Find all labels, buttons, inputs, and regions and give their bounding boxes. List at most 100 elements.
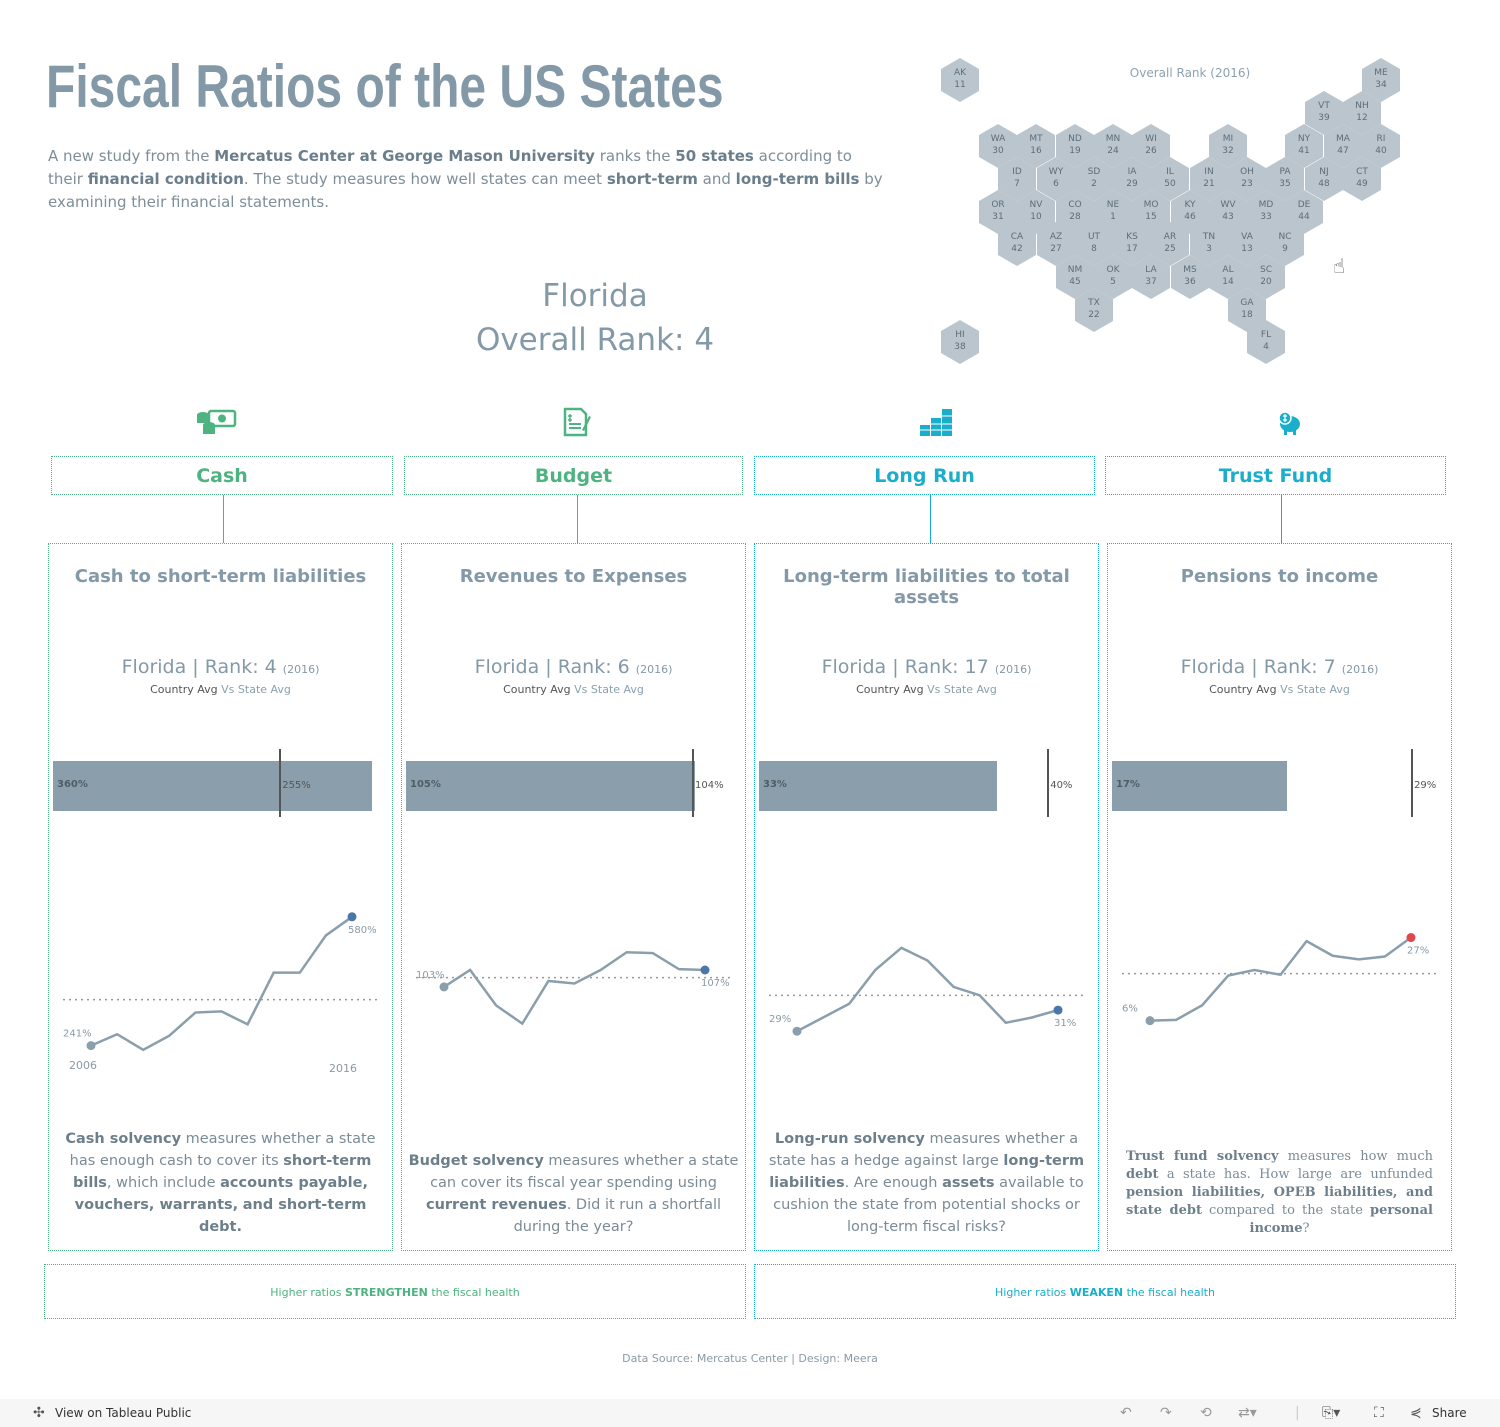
state-abbr: MT	[1029, 134, 1043, 144]
state-hex-hi[interactable]: HI 38	[941, 320, 979, 364]
state-hex-wi[interactable]: WI 26	[1132, 124, 1170, 168]
state-hex-ut[interactable]: UT 8	[1075, 222, 1113, 266]
category-tab-budget[interactable]: Budget	[404, 456, 743, 495]
start-point[interactable]	[86, 1041, 96, 1051]
download-icon[interactable]: ⎘▾	[1322, 1405, 1341, 1421]
bullet-chart: 17% 29%	[1112, 749, 1447, 819]
state-hex-vt[interactable]: VT 39	[1305, 91, 1343, 135]
state-hex-ar[interactable]: AR 25	[1151, 222, 1189, 266]
bullet-chart: 33% 40%	[759, 749, 1094, 819]
state-hex-ny[interactable]: NY 41	[1285, 124, 1323, 168]
state-value-bar[interactable]	[406, 761, 695, 811]
state-hex-in[interactable]: IN 21	[1190, 157, 1228, 201]
end-point[interactable]	[1406, 933, 1416, 943]
state-hex-ct[interactable]: CT 49	[1343, 157, 1381, 201]
state-rank: 36	[1184, 277, 1196, 287]
end-year-label: 2016	[329, 1062, 357, 1075]
panel-title: Long-term liabilities to total assets	[783, 566, 1070, 608]
revert-icon[interactable]: ⟲	[1200, 1405, 1212, 1421]
state-hex-mi[interactable]: MI 32	[1209, 124, 1247, 168]
end-point[interactable]	[347, 912, 357, 922]
category-tab-cash[interactable]: Cash	[51, 456, 393, 495]
state-hex-il[interactable]: IL 50	[1151, 157, 1189, 201]
end-point[interactable]	[700, 965, 710, 975]
state-hex-mo[interactable]: MO 15	[1132, 190, 1170, 234]
share-icon[interactable]: ⋞	[1410, 1405, 1422, 1421]
state-hex-az[interactable]: AZ 27	[1037, 222, 1075, 266]
state-hex-la[interactable]: LA 37	[1132, 255, 1170, 299]
state-hex-nc[interactable]: NC 9	[1266, 222, 1304, 266]
undo-icon[interactable]: ↶	[1120, 1405, 1132, 1421]
redo-icon[interactable]: ↷	[1160, 1405, 1172, 1421]
state-hex-ok[interactable]: OK 5	[1094, 255, 1132, 299]
state-abbr: OK	[1106, 265, 1120, 275]
state-value-bar[interactable]	[53, 761, 373, 811]
state-abbr: MA	[1336, 134, 1350, 144]
state-rank: 5	[1110, 277, 1116, 287]
state-value-bar[interactable]	[759, 761, 997, 811]
category-tab-longrun[interactable]: Long Run	[754, 456, 1095, 495]
tableau-logo-icon[interactable]: ✣	[33, 1405, 45, 1421]
start-point[interactable]	[1145, 1016, 1155, 1026]
state-abbr: CA	[1010, 232, 1024, 242]
state-hex-tn[interactable]: TN 3	[1190, 222, 1228, 266]
state-rank: 38	[954, 342, 966, 352]
state-hex-tx[interactable]: TX 22	[1075, 288, 1113, 332]
dashboard-title: Fiscal Ratios of the US States	[46, 53, 724, 120]
toolbar-divider: |	[1295, 1405, 1300, 1421]
state-value-bar[interactable]	[1112, 761, 1288, 811]
piggy-bank-icon	[1267, 404, 1311, 440]
state-hex-wy[interactable]: WY 6	[1037, 157, 1075, 201]
state-hex-ms[interactable]: MS 36	[1171, 255, 1209, 299]
start-point[interactable]	[439, 982, 449, 992]
state-avg-label: Vs State Avg	[574, 683, 644, 696]
state-abbr: ME	[1374, 68, 1388, 78]
state-hex-ri[interactable]: RI 40	[1362, 124, 1400, 168]
state-hex-va[interactable]: VA 13	[1228, 222, 1266, 266]
state-rank: 13	[1241, 244, 1253, 254]
state-hex-nh[interactable]: NH 12	[1343, 91, 1381, 135]
category-tab-trust[interactable]: Trust Fund	[1105, 456, 1446, 495]
weaken-note: Higher ratios WEAKEN the fiscal health	[754, 1264, 1456, 1319]
state-hex-nd[interactable]: ND 19	[1056, 124, 1094, 168]
country-avg-label-value: 255%	[282, 780, 311, 791]
state-hex-oh[interactable]: OH 23	[1228, 157, 1266, 201]
start-point[interactable]	[792, 1026, 802, 1036]
view-on-tableau-link[interactable]: View on Tableau Public	[55, 1406, 192, 1420]
state-hex-fl[interactable]: FL 4	[1247, 320, 1285, 364]
state-rank-line: Florida | Rank: 17 (2016)	[821, 656, 1032, 678]
state-avg-label: Vs State Avg	[927, 683, 997, 696]
state-hex-ak[interactable]: AK 11	[941, 58, 979, 102]
state-hex-al[interactable]: AL 14	[1209, 255, 1247, 299]
state-rank: 49	[1356, 179, 1368, 189]
fullscreen-icon[interactable]: ⛶	[1374, 1405, 1384, 1421]
state-hex-ma[interactable]: MA 47	[1324, 124, 1362, 168]
trend-line-chart: 103% 107%	[416, 951, 734, 1026]
state-hex-ks[interactable]: KS 17	[1113, 222, 1151, 266]
state-hex-pa[interactable]: PA 35	[1266, 157, 1304, 201]
state-hex-nm[interactable]: NM 45	[1056, 255, 1094, 299]
end-point[interactable]	[1053, 1005, 1063, 1015]
state-abbr: VT	[1318, 101, 1330, 111]
legend-subtitle: Country Avg Vs State Avg	[755, 683, 1098, 696]
state-hex-nj[interactable]: NJ 48	[1305, 157, 1343, 201]
metric-rank: Rank: 4	[204, 656, 277, 678]
refresh-icon[interactable]: ⇄▾	[1238, 1405, 1257, 1421]
country-avg-label-value: 104%	[695, 780, 724, 791]
panel-title: Cash to short-term liabilities	[74, 566, 367, 587]
state-hex-mt[interactable]: MT 16	[1017, 124, 1055, 168]
state-abbr: CO	[1068, 200, 1082, 210]
rank-year: (2016)	[1341, 663, 1379, 676]
start-value-label: 241%	[63, 1029, 92, 1040]
country-avg-marker	[1411, 749, 1414, 817]
legend-subtitle: Country Avg Vs State Avg	[402, 683, 745, 696]
state-hex-mn[interactable]: MN 24	[1094, 124, 1132, 168]
share-button[interactable]: Share	[1432, 1406, 1467, 1420]
state-abbr: MO	[1143, 200, 1159, 210]
state-hex-sc[interactable]: SC 20	[1247, 255, 1285, 299]
state-hex-me[interactable]: ME 34	[1362, 58, 1400, 102]
selected-state-name: Florida	[542, 278, 648, 314]
state-abbr: NE	[1106, 200, 1120, 210]
state-hex-sd[interactable]: SD 2	[1075, 157, 1113, 201]
state-hex-ia[interactable]: IA 29	[1113, 157, 1151, 201]
